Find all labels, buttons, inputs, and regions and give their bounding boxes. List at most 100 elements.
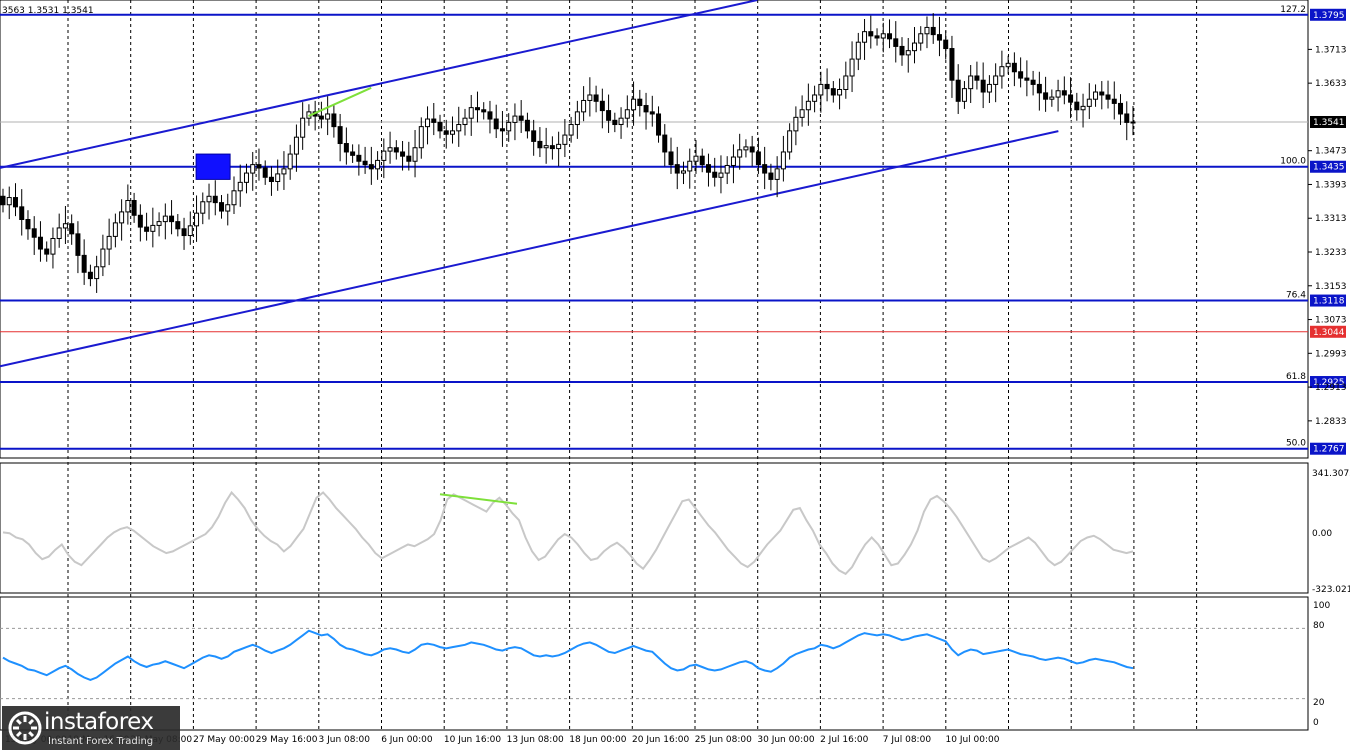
candle-body	[44, 248, 50, 255]
candle-body	[1011, 62, 1017, 73]
fib-price-badge	[1310, 160, 1346, 173]
candle-body	[668, 151, 674, 166]
rsi-label-80: 80	[1313, 621, 1325, 631]
cci-line	[2, 490, 1134, 576]
candle-body	[618, 117, 624, 126]
candle-body	[37, 236, 43, 250]
candle-body	[243, 172, 249, 183]
cci-indicator	[2, 490, 1134, 576]
time-axis-label: 2 Jul 16:00	[820, 735, 869, 745]
candle-body	[499, 128, 505, 132]
candle-body	[743, 146, 749, 151]
candle-body	[206, 195, 212, 203]
price-divergence-line	[308, 86, 372, 117]
candle-body	[106, 235, 112, 250]
fib-price-badge	[1310, 442, 1346, 455]
candle-body	[968, 75, 974, 90]
channel-lower-line	[0, 130, 1059, 368]
candle-body	[474, 107, 480, 111]
cci-min-label: -323.021	[1312, 585, 1350, 595]
candle-body	[25, 219, 31, 230]
candle-body	[656, 113, 662, 136]
candle-body	[1043, 92, 1049, 100]
candle-body	[574, 111, 580, 126]
candle-body	[1030, 79, 1036, 85]
time-axis-label: 18 Jun 00:00	[569, 735, 626, 745]
candle-body	[549, 145, 555, 150]
fib-level-label: 61.8	[1286, 372, 1306, 382]
price-tick-label: 1.2833	[1315, 417, 1347, 427]
candle-body	[730, 156, 736, 166]
price-tick-label: 1.3393	[1315, 180, 1347, 190]
ohlc-readout: 3563 1.3531 1.3541	[2, 6, 94, 16]
candle-body	[1049, 96, 1055, 100]
time-axis-label: 27 May 00:00	[193, 735, 255, 745]
candle-body	[899, 45, 905, 56]
candle-body	[1074, 101, 1080, 111]
candle-body	[1068, 94, 1074, 103]
candle-body	[799, 109, 805, 118]
candle-body	[643, 105, 649, 113]
instaforex-logo: instaforex Instant Forex Trading	[2, 706, 180, 750]
cci-zero-label: 0.00	[1312, 529, 1332, 539]
candle-body	[450, 130, 456, 135]
candle-body	[980, 79, 986, 93]
fibonacci-levels: 127.2 100.0 76.4 61.8 50.0	[0, 5, 1308, 450]
candle-body	[256, 164, 262, 169]
candle-body	[562, 134, 568, 145]
candle-body	[649, 111, 655, 115]
candle-body	[674, 164, 680, 174]
price-tick-label: 1.2913	[1315, 383, 1347, 393]
candle-body	[431, 118, 437, 123]
candle-body	[737, 149, 743, 158]
candle-body	[468, 107, 474, 119]
candle-body	[893, 38, 899, 47]
candle-body	[137, 214, 143, 228]
red-price-badge	[1310, 325, 1346, 338]
candle-body	[362, 160, 368, 166]
candle-body	[94, 266, 100, 280]
rsi-panel	[0, 596, 1309, 731]
rsi-label-20: 20	[1313, 698, 1325, 708]
candle-body	[512, 115, 518, 123]
candle-body	[849, 58, 855, 77]
time-axis-label: 10 Jun 16:00	[444, 735, 501, 745]
candle-body	[837, 88, 843, 96]
candle-body	[343, 143, 349, 153]
channel-upper-line	[0, 0, 758, 169]
signal-zone-box	[195, 153, 231, 180]
price-channel	[0, 0, 1059, 368]
candle-body	[300, 117, 306, 138]
candle-body	[150, 224, 156, 232]
candle-body	[774, 168, 780, 180]
candle-body	[918, 33, 924, 44]
time-axis-label: 29 May 16:00	[256, 735, 318, 745]
fib-price-badge-text: 1.3435	[1313, 163, 1345, 173]
candle-body	[780, 151, 786, 170]
candle-body	[705, 164, 711, 173]
candle-body	[250, 164, 256, 174]
candle-body	[281, 168, 287, 175]
cci-max-label: 341.3075	[1312, 469, 1350, 479]
candle-body	[749, 146, 755, 153]
candle-body	[56, 227, 62, 239]
candle-body	[375, 159, 381, 170]
candle-body	[131, 200, 137, 216]
candle-body	[425, 118, 431, 128]
candle-body	[325, 113, 331, 120]
candle-body	[1111, 98, 1117, 104]
candle-body	[961, 88, 967, 102]
current-price-badge-text: 1.3541	[1313, 118, 1345, 128]
candle-body	[680, 170, 686, 174]
candle-body	[949, 48, 955, 81]
candle-body	[724, 164, 730, 174]
time-axis-label: 30 Jun 00:00	[757, 735, 814, 745]
logo-tagline: Instant Forex Trading	[48, 736, 154, 747]
candle-body	[125, 200, 131, 213]
candle-body	[462, 117, 468, 126]
candle-body	[350, 151, 356, 156]
fib-price-badge	[1310, 8, 1346, 21]
candle-body	[275, 173, 281, 183]
candle-body	[75, 233, 81, 256]
